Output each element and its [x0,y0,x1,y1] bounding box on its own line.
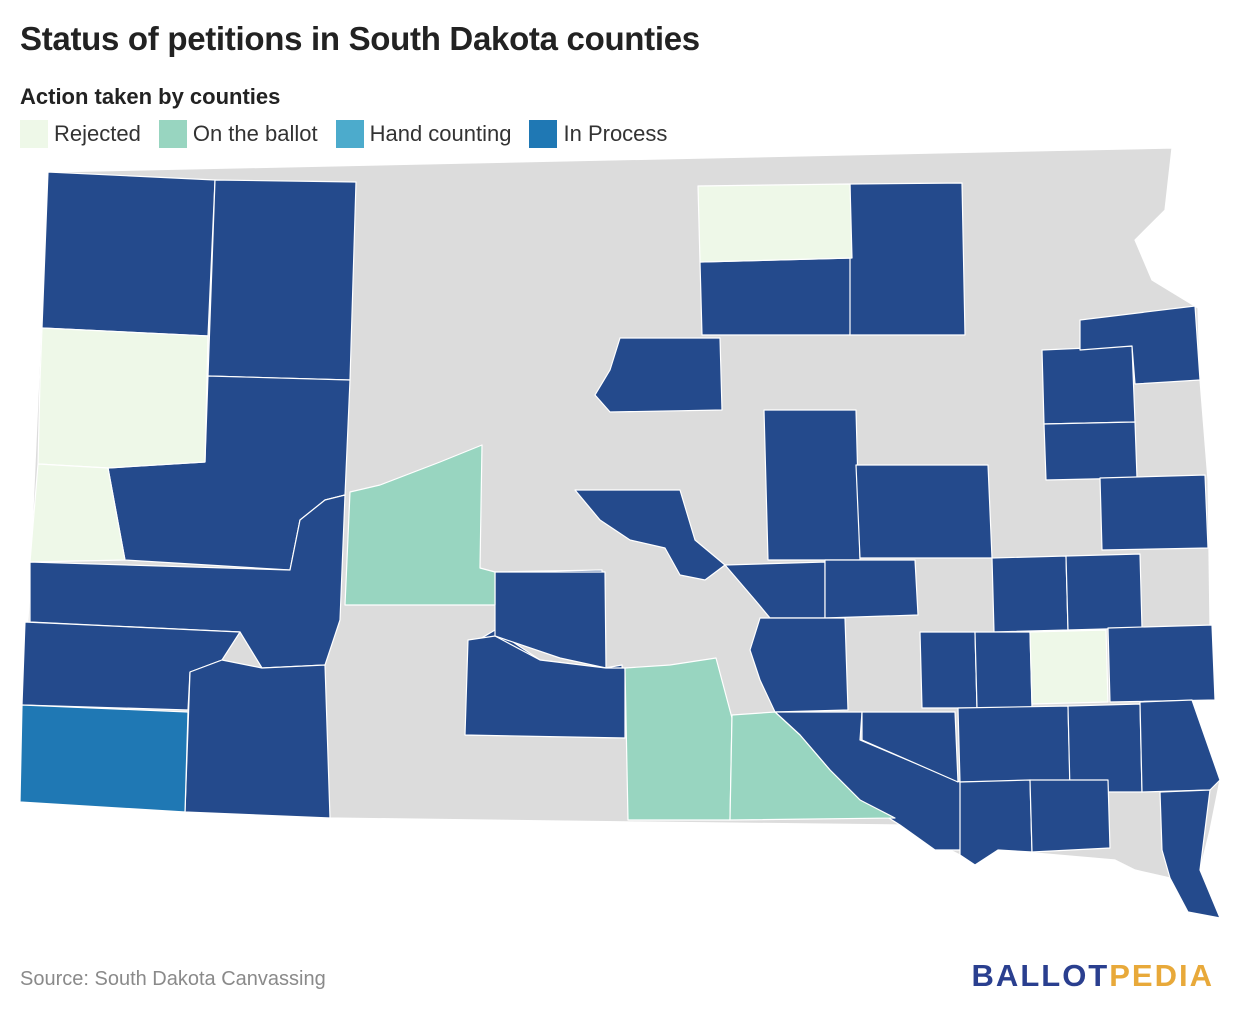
county-jackson [184,659,331,819]
legend-swatch-rejected [20,120,48,148]
legend-swatch-in-process [529,120,558,148]
county-mccook [1029,629,1109,705]
legend-heading: Action taken by counties [20,84,281,109]
legend-label-rejected: Rejected [54,121,141,146]
county-kingsbury [1041,345,1136,425]
county-hughes [574,489,726,581]
county-todd [464,635,626,739]
county-gregory [729,711,896,821]
county-brown [849,182,966,336]
legend-label-on-the-ballot: On the ballot [192,121,318,146]
county-turner [1067,703,1143,793]
county-mcpherson [699,257,853,336]
logo-part-pedia: PEDIA [1109,958,1214,993]
chart-title: Status of petitions in South Dakota coun… [20,20,700,57]
county-yankton [1029,779,1111,853]
county-perkins [207,179,357,381]
legend-item-rejected: Rejected [20,120,141,148]
county-aurora [919,631,978,709]
county-roberts [1079,305,1201,385]
county-moody [1099,474,1209,551]
county-lincoln [1139,699,1221,793]
county-hutchinson [957,705,1071,783]
county-lake [1043,421,1138,481]
county-beadle [855,464,993,559]
legend-item-hand-counting: Hand counting [335,120,512,148]
county-harding [41,171,216,337]
county-minnehaha [1107,624,1216,703]
legend-swatch-hand-counting [335,120,364,148]
county-butte [37,327,209,469]
legend-label-in-process: In Process [563,121,668,146]
source-note: Source: South Dakota Canvassing [20,968,326,990]
ballotpedia-logo[interactable]: BALLOTPEDIA [972,958,1214,994]
county-davison [974,631,1033,709]
county-jerauld [824,559,919,619]
legend-label-hand-counting: Hand counting [369,121,512,146]
legend-item-on-the-ballot: On the ballot [158,120,318,148]
county-fall-river [19,704,189,813]
county-haakon [344,444,496,606]
county-tripp [624,657,733,821]
legend: Rejected On the ballot Hand counting In … [20,120,667,148]
county-jones [494,571,607,669]
legend-swatch-on-the-ballot [158,120,187,148]
county-lawrence [29,463,126,563]
county-douglas [861,711,959,783]
county-miner [1065,553,1143,631]
legend-item-in-process: In Process [529,120,667,148]
county-union [1159,789,1221,919]
county-campbell [697,183,853,263]
county-potter [594,337,723,413]
county-hand [763,409,861,561]
logo-part-ballot: BALLOT [971,958,1110,993]
county-sanborn [991,555,1069,633]
